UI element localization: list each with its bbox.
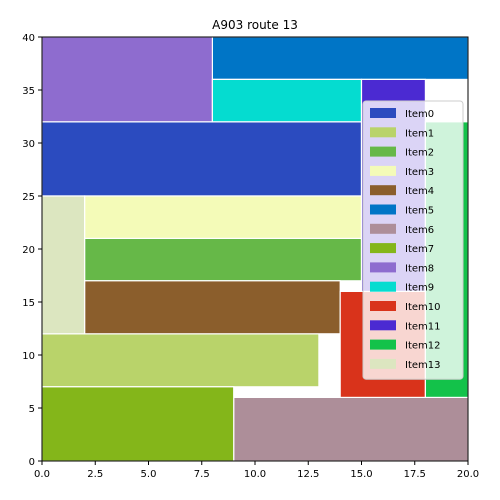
legend-swatch-item12 bbox=[370, 339, 396, 350]
y-tick-label: 25 bbox=[22, 192, 35, 203]
legend-box bbox=[362, 100, 464, 380]
x-tick-label: 20.0 bbox=[457, 469, 479, 480]
treemap-rect-item5 bbox=[211, 36, 469, 81]
x-tick-label: 10.0 bbox=[244, 469, 266, 480]
treemap-rect-item7 bbox=[41, 386, 235, 462]
legend-swatch-item6 bbox=[370, 223, 396, 234]
treemap-rect-item3 bbox=[83, 195, 363, 240]
y-tick-label: 20 bbox=[22, 245, 35, 256]
legend-label-item5: Item5 bbox=[405, 206, 434, 217]
x-tick-label: 12.5 bbox=[297, 469, 319, 480]
legend-swatch-item0 bbox=[370, 108, 396, 118]
treemap-rect-item1 bbox=[41, 333, 320, 388]
x-tick-label: 15.0 bbox=[350, 469, 372, 480]
y-tick-label: 0 bbox=[29, 457, 35, 468]
y-tick-label: 5 bbox=[29, 404, 35, 415]
x-tick-label: 17.5 bbox=[404, 469, 426, 480]
legend-label-item9: Item9 bbox=[405, 283, 434, 294]
legend-swatch-item5 bbox=[370, 204, 396, 215]
treemap-rect-item9 bbox=[211, 78, 363, 123]
treemap-rect-item4 bbox=[83, 280, 341, 335]
legend-label-item12: Item12 bbox=[405, 341, 441, 352]
x-tick-label: 0.0 bbox=[34, 469, 50, 480]
legend-label-item1: Item1 bbox=[405, 128, 434, 139]
legend-swatch-item1 bbox=[370, 127, 396, 138]
chart-title: A903 route 13 bbox=[212, 18, 298, 32]
y-tick-label: 40 bbox=[22, 33, 35, 44]
legend-swatch-item8 bbox=[370, 262, 396, 273]
legend-swatch-item4 bbox=[370, 185, 396, 196]
x-tick-label: 2.5 bbox=[87, 469, 103, 480]
treemap-rect-item2 bbox=[83, 237, 363, 282]
treemap-rect-item8 bbox=[41, 36, 213, 123]
treemap-rect-item6 bbox=[233, 396, 469, 462]
legend-label-item0: Item0 bbox=[405, 109, 434, 120]
treemap-rect-item0 bbox=[41, 121, 363, 197]
y-tick-label: 30 bbox=[22, 139, 35, 150]
axes: 0.0 2.5 5.0 7.5 10.0 12.5 15.0 17.5 20.0 0 5 10 15 20… bbox=[22, 33, 479, 480]
legend-label-item4: Item4 bbox=[405, 186, 434, 197]
legend-label-item11: Item11 bbox=[405, 321, 441, 332]
legend-label-item7: Item7 bbox=[405, 244, 434, 255]
y-tick-label: 10 bbox=[22, 351, 35, 362]
legend-swatch-item9 bbox=[370, 281, 396, 292]
y-tick-label: 15 bbox=[22, 298, 35, 309]
legend-label-item10: Item10 bbox=[405, 302, 441, 313]
legend-label-item3: Item3 bbox=[405, 167, 434, 178]
x-tick-label: 5.0 bbox=[141, 469, 157, 480]
legend-label-item6: Item6 bbox=[405, 225, 434, 236]
legend-label-item13: Item13 bbox=[405, 360, 441, 371]
legend-swatch-item11 bbox=[370, 320, 396, 331]
legend-swatch-item2 bbox=[370, 146, 396, 157]
y-tick-label: 35 bbox=[22, 86, 35, 97]
legend-label-item2: Item2 bbox=[405, 148, 434, 159]
treemap-rect-item13 bbox=[41, 195, 86, 335]
legend-swatch-item3 bbox=[370, 165, 396, 176]
legend-swatch-item7 bbox=[370, 243, 396, 254]
legend: Item0 Item1 Item2 Item3 Item4 Item5 Item6 Item7… bbox=[362, 100, 464, 380]
x-tick-label: 7.5 bbox=[194, 469, 210, 480]
legend-swatch-item13 bbox=[370, 358, 396, 369]
legend-label-item8: Item8 bbox=[405, 263, 434, 274]
legend-swatch-item10 bbox=[370, 301, 396, 311]
